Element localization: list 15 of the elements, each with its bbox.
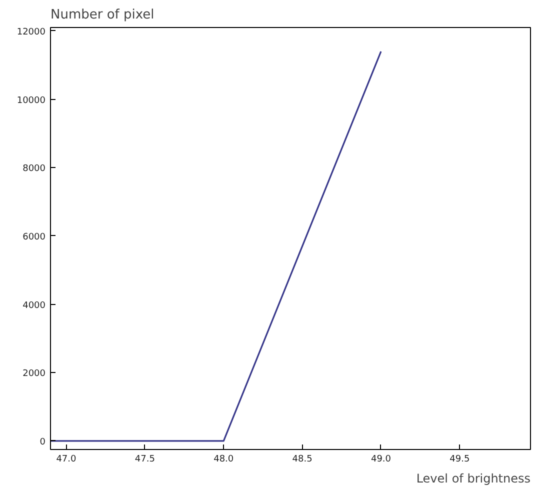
x-tick-label: 48.0	[214, 454, 234, 464]
y-axis-title: Number of pixel	[50, 8, 154, 22]
x-axis-title: Level of brightness	[416, 472, 531, 486]
x-tick-label: 48.5	[292, 454, 312, 464]
y-tick-label: 0	[40, 437, 46, 448]
y-tick-label: 10000	[16, 96, 46, 106]
x-tick-label: 47.5	[134, 454, 155, 464]
y-tick-label: 12000	[16, 27, 46, 38]
x-tick-label: 49.0	[370, 454, 392, 464]
y-tick-label: 8000	[22, 164, 46, 174]
x-tick-label: 47.0	[56, 454, 77, 464]
y-tick-label: 4000	[22, 300, 46, 311]
y-tick-label: 6000	[22, 232, 46, 242]
x-tick-label: 49.5	[450, 454, 470, 464]
y-tick-label: 2000	[22, 369, 46, 380]
